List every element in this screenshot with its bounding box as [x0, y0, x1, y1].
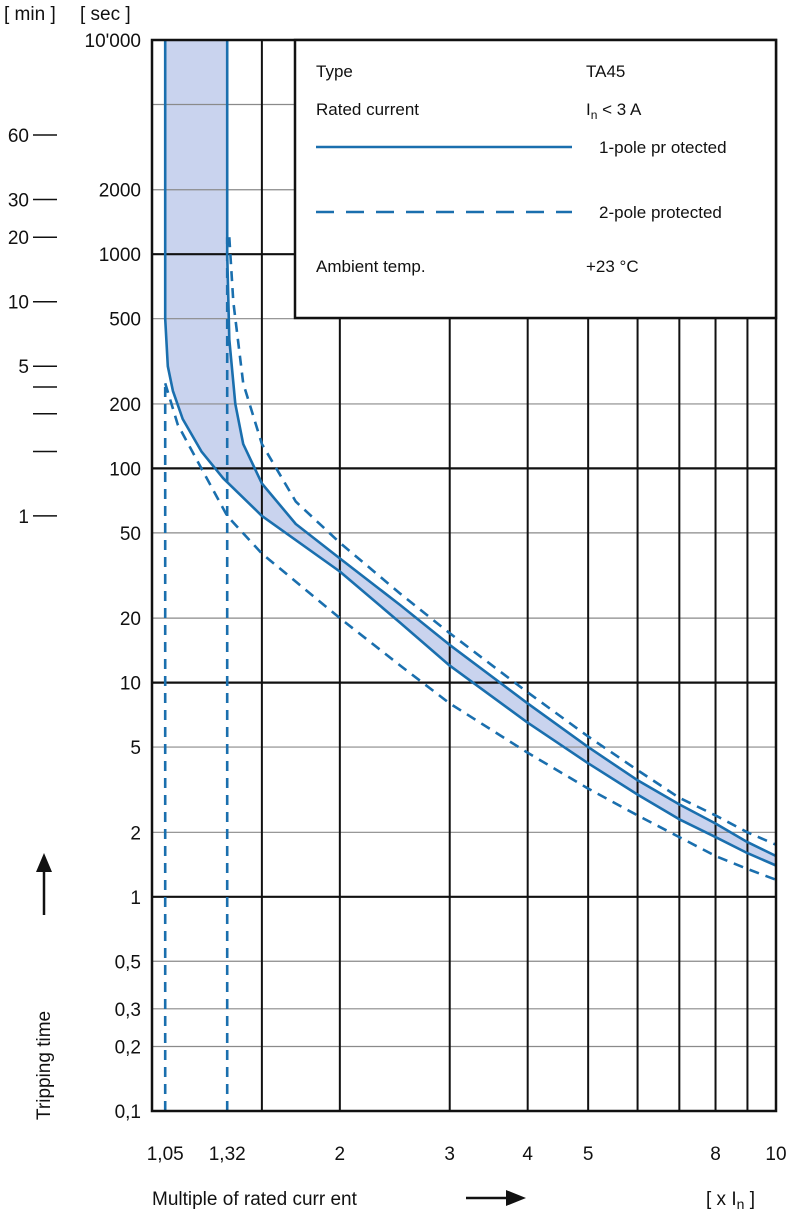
- curve-1-pole: [225, 40, 777, 858]
- legend-row-value: TA45: [586, 62, 625, 81]
- y-tick-label-min: 20: [8, 228, 29, 249]
- y-tick-label-sec: 1000: [99, 245, 141, 266]
- y-axis-arrow: [36, 853, 52, 915]
- y-tick-label-min: 5: [18, 357, 29, 378]
- y-tick-label-sec: 0,1: [115, 1102, 141, 1123]
- legend-series-label: 1-pole pr otected: [599, 138, 727, 157]
- y-tick-label-sec: 1: [130, 888, 141, 909]
- y-tick-label-sec: 500: [109, 310, 141, 331]
- legend-row-value: +23 °C: [586, 257, 639, 276]
- x-axis-title: Multiple of rated curr ent: [152, 1189, 358, 1210]
- x-tick-label: 4: [522, 1144, 533, 1165]
- x-tick-label: 3: [444, 1144, 455, 1165]
- x-tick-label: 8: [710, 1144, 721, 1165]
- y-unit-label-min: [ min ]: [4, 4, 56, 25]
- y-axis-title: Tripping time: [34, 1011, 55, 1120]
- x-tick-label: 5: [583, 1144, 594, 1165]
- legend-box: [293, 38, 778, 320]
- x-tick-label: 1,32: [209, 1144, 246, 1165]
- y-tick-label-min: 30: [8, 191, 29, 212]
- y-tick-label-sec: 0,5: [115, 952, 141, 973]
- curve-2-pole: [163, 382, 777, 882]
- y-tick-label-min: 1: [18, 507, 29, 528]
- y-tick-label-sec: 0,2: [115, 1038, 141, 1059]
- curves-layer: [163, 40, 777, 1111]
- legend: Type TA45 Rated current In < 3 A 1-pole pr o…: [293, 38, 778, 320]
- y-tick-label-sec: 5: [130, 738, 141, 759]
- legend-row-value: In < 3 A: [586, 100, 642, 122]
- x-unit-label: [ x In ]: [706, 1189, 755, 1212]
- legend-series-label: 2-pole protected: [599, 203, 722, 222]
- x-tick-label: 10: [765, 1144, 786, 1165]
- y-tick-label-min: 60: [8, 126, 29, 147]
- x-unit-suffix: ]: [744, 1189, 755, 1210]
- legend-row-label: Ambient temp.: [316, 257, 426, 276]
- y-tick-label-sec: 50: [120, 524, 141, 545]
- y-tick-label-min: 10: [8, 293, 29, 314]
- y-tick-label-sec: 100: [109, 459, 141, 480]
- y-tick-label-sec: 2: [130, 823, 141, 844]
- y-tick-label-sec: 0,3: [115, 1000, 141, 1021]
- curve-2-pole: [228, 237, 777, 846]
- y-tick-label-sec: 200: [109, 395, 141, 416]
- x-tick-label: 1,05: [147, 1144, 184, 1165]
- y-unit-label-sec: [ sec ]: [80, 4, 131, 25]
- y-tick-label-sec: 2000: [99, 181, 141, 202]
- curve-1-pole: [163, 40, 777, 867]
- x-tick-label: 2: [335, 1144, 346, 1165]
- y-tick-label-sec: 20: [120, 609, 141, 630]
- legend-row-label: Type: [316, 62, 353, 81]
- svg-text:[ x In ]: [ x In ]: [706, 1189, 755, 1212]
- tick-labels-layer: 10'000 2000 1000 500 200 100 50 20 10 5 2 1 0,5 0,3 0,…: [8, 31, 787, 1165]
- legend-row-label: Rated current: [316, 100, 419, 119]
- y-tick-label-sec: 10: [120, 674, 141, 695]
- x-unit-prefix: [ x I: [706, 1189, 737, 1210]
- x-axis-arrow: [466, 1190, 526, 1206]
- x-unit-sub: n: [737, 1196, 745, 1212]
- y-tick-label-sec: 10'000: [85, 31, 141, 52]
